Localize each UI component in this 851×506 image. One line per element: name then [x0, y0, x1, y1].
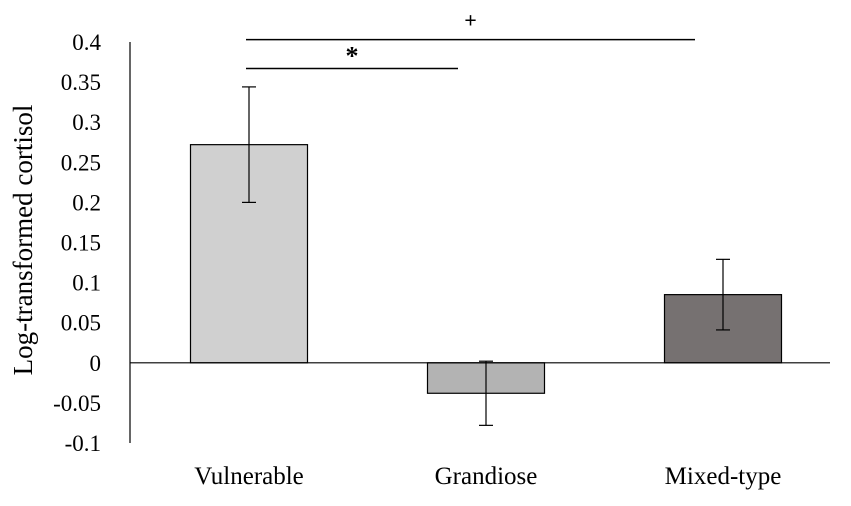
- y-axis-label: Log-transformed cortisol: [8, 105, 38, 376]
- significance-label: +: [464, 8, 477, 33]
- y-tick-labels: -0.1 -0.05 0 0.05 0.1 0.15 0.2 0.25 0.3 0.35 0.4: [53, 30, 101, 456]
- y-tick-label: 0.4: [72, 30, 101, 55]
- y-tick-label: 0.25: [61, 150, 101, 175]
- y-tick-label: 0.2: [72, 190, 101, 215]
- error-bar: [242, 86, 256, 203]
- x-tick-labels: Vulnerable Grandiose Mixed-type: [194, 463, 781, 490]
- significance-annotations: +*: [246, 8, 695, 70]
- y-tick-label: 0.35: [61, 70, 101, 95]
- x-tick-label: Vulnerable: [194, 463, 304, 490]
- bars: [189, 144, 783, 394]
- y-tick-label: -0.1: [65, 431, 101, 456]
- significance-bracket: *: [246, 41, 458, 70]
- y-tick-label: 0: [90, 351, 102, 376]
- x-tick-label: Grandiose: [435, 463, 538, 490]
- y-tick-label: 0.1: [72, 271, 101, 296]
- y-tick-label: -0.05: [53, 391, 101, 416]
- error-bar: [479, 360, 493, 426]
- y-tick-label: 0.3: [72, 110, 101, 135]
- error-bars: [242, 86, 730, 426]
- y-tick-label: 0.05: [61, 311, 101, 336]
- x-tick-label: Mixed-type: [665, 463, 782, 490]
- significance-bracket: +: [246, 8, 695, 41]
- y-tick-label: 0.15: [61, 231, 101, 256]
- error-bar: [716, 258, 730, 331]
- significance-label: *: [346, 41, 359, 70]
